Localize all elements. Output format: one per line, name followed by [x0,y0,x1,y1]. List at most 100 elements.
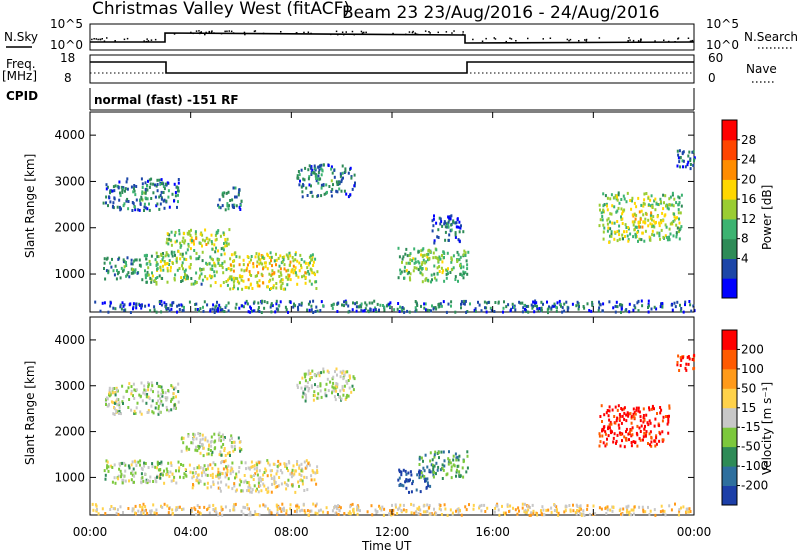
data-cell-0-4-286 [223,252,226,256]
data-cell-1-1-69 [168,474,171,478]
data-cell-1-9-188 [217,513,220,517]
data-cell-0-4-67 [252,265,255,269]
data-cell-0-4-137 [221,266,224,270]
data-cell-0-0-110 [109,190,112,193]
data-cell-1-9-478 [143,509,146,513]
data-cell-0-2-116 [190,277,193,280]
data-cell-0-2-45 [195,271,198,275]
data-cell-0-11-269 [599,303,602,307]
data-cell-1-9-393 [578,507,581,511]
data-cell-1-4-95 [342,369,345,373]
data-cell-0-0-47 [141,186,144,189]
data-cell-1-7-181 [638,426,641,430]
data-cell-1-0-9 [157,384,160,388]
data-cell-1-9-132 [281,502,284,506]
data-cell-0-2-56 [166,280,169,284]
data-cell-0-11-173 [396,307,399,311]
nsky-mark-42 [341,31,344,33]
data-cell-0-11-276 [212,303,215,307]
data-cell-0-9-181 [662,219,665,223]
data-cell-0-6-2 [335,180,338,184]
data-cell-0-3-2 [187,244,190,248]
data-cell-1-1-119 [182,463,185,467]
data-cell-1-9-394 [112,507,115,511]
data-cell-1-0-65 [120,412,122,416]
data-cell-1-1-141 [119,469,122,473]
data-cell-0-1-56 [103,267,105,270]
nsky-mark-20 [150,39,153,41]
data-cell-0-3-51 [222,246,225,250]
data-cell-0-4-25 [308,279,311,283]
data-cell-0-4-103 [238,255,241,259]
data-cell-1-2-72 [218,438,221,442]
data-cell-0-10-27 [676,149,679,153]
data-cell-1-9-221 [295,510,298,514]
data-cell-1-3-280 [253,467,256,471]
data-cell-0-2-66 [174,253,176,257]
data-cell-0-9-27 [611,204,614,208]
data-cell-1-1-136 [159,476,162,480]
data-cell-0-0-109 [124,187,127,191]
time-x-axis: 00:00 04:00 08:00 12:00 16:00 20:00 00:00 [73,112,711,539]
data-cell-1-3-221 [220,480,223,484]
data-cell-1-4-62 [336,373,338,377]
nsky-mark-31 [337,33,339,36]
data-cell-1-3-286 [209,473,212,477]
data-cell-0-0-3 [141,182,144,186]
data-cell-0-6-38 [333,175,336,179]
data-cell-1-4-114 [320,395,323,399]
data-cell-0-6-55 [314,168,317,172]
data-cell-0-8-52 [452,220,455,224]
colorbar-tick-label-1: 100 [741,362,764,376]
data-cell-1-9-242 [371,513,374,517]
data-cell-0-9-260 [606,196,609,200]
data-cell-1-0-150 [115,388,118,392]
data-cell-0-11-355 [109,301,112,305]
data-cell-1-9-444 [424,510,427,514]
data-cell-1-4-75 [339,370,342,374]
data-cell-0-6-1 [299,179,301,183]
data-cell-0-7-144 [418,261,421,265]
data-cell-1-4-100 [308,387,311,390]
data-cell-1-4-67 [335,385,338,389]
data-cell-0-3-76 [211,242,214,246]
data-cell-1-1-126 [133,480,135,484]
data-cell-1-9-363 [443,503,446,507]
data-cell-1-1-117 [169,470,172,474]
data-cell-0-11-82 [447,302,450,306]
data-cell-0-11-281 [320,300,323,304]
data-cell-0-11-221 [170,307,173,311]
data-cell-0-11-251 [213,311,216,314]
data-cell-0-11-321 [277,304,280,308]
data-cell-1-7-143 [616,408,619,412]
data-cell-1-0-33 [174,386,177,390]
data-cell-0-0-124 [105,195,108,199]
data-cell-1-2-50 [210,453,213,457]
nsky-noise-marks [91,30,694,43]
data-cell-1-7-113 [658,424,661,428]
data-cell-1-7-104 [637,409,640,413]
data-cell-0-4-12 [241,275,244,278]
data-cell-0-9-161 [611,221,614,225]
data-cell-1-6-45 [437,451,440,455]
data-cell-0-1-4 [110,265,113,269]
data-cell-1-9-124 [307,513,310,517]
data-cell-0-8-17 [449,215,452,219]
data-cell-0-6-79 [330,194,333,198]
data-cell-1-9-201 [375,511,378,515]
data-cell-1-3-79 [206,473,209,477]
data-cell-0-7-162 [463,249,466,253]
data-cell-1-9-380 [435,512,438,516]
data-cell-0-3-13 [201,233,204,237]
data-cell-0-4-108 [232,280,235,284]
data-cell-1-4-124 [298,381,301,385]
data-cell-1-1-59 [113,476,116,480]
data-cell-0-6-36 [305,186,308,190]
data-cell-0-9-12 [621,222,624,225]
data-cell-0-7-120 [424,278,427,282]
data-cell-0-4-255 [273,259,276,263]
data-cell-1-1-45 [104,477,107,481]
data-cell-1-7-80 [645,432,648,436]
data-cell-0-1-34 [130,271,133,275]
